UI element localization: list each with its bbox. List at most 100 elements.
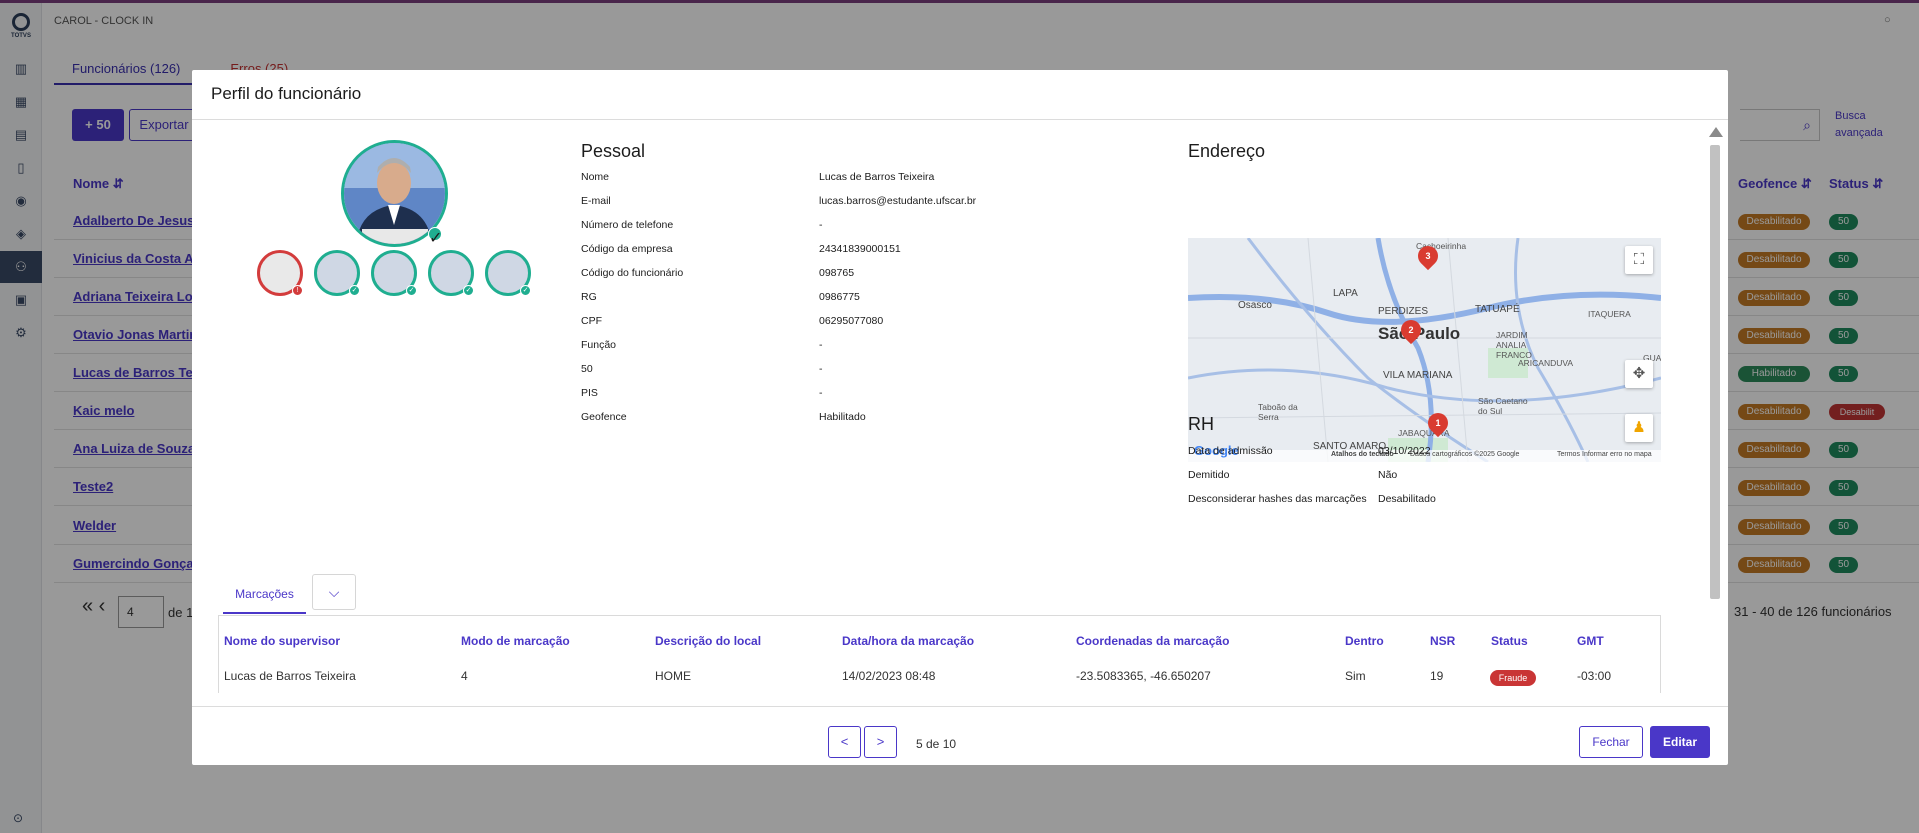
field-label: Código do funcionário <box>581 267 684 279</box>
scroll-thumb[interactable] <box>1710 145 1720 599</box>
column-name-header[interactable]: Nome ⇵ <box>73 176 124 191</box>
photo-thumb-2[interactable]: ✓ <box>314 250 360 296</box>
map-terms-link[interactable]: Termos <box>1557 451 1580 458</box>
lock-icon[interactable]: ▣ <box>14 292 28 307</box>
status-badge: 50 <box>1829 328 1858 344</box>
modal-scrollbar[interactable] <box>1708 127 1723 693</box>
map-shortcuts-link[interactable]: Atalhos do teclado <box>1331 451 1394 458</box>
chevron-down-icon[interactable]: ⌵ <box>312 574 356 610</box>
table-row-name[interactable]: Lucas de Barros Teixe <box>73 365 211 380</box>
photo-thumb-5[interactable]: ✓ <box>485 250 531 296</box>
hr-field-label: Desconsiderar hashes das marcações <box>1188 493 1367 505</box>
map-label: São Caetano do Sul <box>1478 396 1528 416</box>
table-header[interactable]: Modo de marcação <box>461 634 570 648</box>
table-cell: Sim <box>1345 669 1366 683</box>
photo-thumb-3[interactable]: ✓ <box>371 250 417 296</box>
edit-button[interactable]: Editar <box>1650 726 1710 758</box>
totvs-logo: TOTVS <box>9 13 33 39</box>
geofence-badge: Desabilitado <box>1738 290 1810 306</box>
table-row-name[interactable]: Otavio Jonas Martins <box>73 327 205 342</box>
tab-employees[interactable]: Funcionários (126) <box>54 53 199 85</box>
map-pin[interactable]: 1 <box>1423 408 1453 438</box>
search-input[interactable]: ⌕ <box>1740 109 1820 141</box>
column-status-header[interactable]: Status ⇵ <box>1829 176 1884 191</box>
check-icon: ✓ <box>349 285 360 296</box>
broadcast-icon[interactable]: ◉ <box>15 193 27 208</box>
book-icon[interactable]: ▤ <box>14 127 28 142</box>
user-icon[interactable]: ○ <box>1884 14 1891 26</box>
location-icon[interactable]: ◈ <box>16 226 26 241</box>
map-pin[interactable]: 2 <box>1396 315 1426 345</box>
map-pin[interactable]: 3 <box>1413 241 1443 271</box>
modal-header: Perfil do funcionário <box>192 70 1728 120</box>
table-row-name[interactable]: Kaic melo <box>73 403 135 418</box>
personal-section-title: Pessoal <box>581 141 646 161</box>
address-map[interactable]: Cachoeirinha Osasco LAPA PERDIZES TATUAP… <box>1188 238 1661 462</box>
field-label: 50 <box>581 363 593 375</box>
field-label: E-mail <box>581 195 611 207</box>
photo-thumb-4[interactable]: ✓ <box>428 250 474 296</box>
verified-check-icon: ✓ <box>428 227 442 247</box>
field-label: Código da empresa <box>581 243 673 255</box>
next-page-button[interactable]: > <box>864 726 897 758</box>
table-header[interactable]: Nome do supervisor <box>224 634 341 648</box>
field-value: 0986775 <box>819 291 860 303</box>
field-label: Nome <box>581 171 610 183</box>
table-cell: 4 <box>461 669 468 683</box>
mobile-icon[interactable]: ▯ <box>17 160 25 175</box>
table-row-name[interactable]: Vinicius da Costa And <box>73 251 210 266</box>
pager-input[interactable]: 4 <box>118 596 164 628</box>
table-header[interactable]: NSR <box>1430 634 1456 648</box>
geofence-badge: Desabilitado <box>1738 480 1810 496</box>
chart-icon[interactable]: ▥ <box>14 61 28 76</box>
settings-icon[interactable]: ⚙ <box>15 325 27 340</box>
employee-profile-modal: Perfil do funcionário ✓ ! ✓ ✓ ✓ ✓ Pessoa… <box>192 70 1728 765</box>
people-icon[interactable]: ⚇ <box>0 251 42 283</box>
building-icon[interactable]: ▦ <box>14 94 28 109</box>
table-header[interactable]: Descrição do local <box>655 634 762 648</box>
table-row-name[interactable]: Adalberto De Jesus L <box>73 213 206 228</box>
table-header[interactable]: Dentro <box>1345 634 1384 648</box>
hr-field-label: Demitido <box>1188 469 1230 481</box>
table-row-name[interactable]: Ana Luiza de Souza P <box>73 441 208 456</box>
expand-icon[interactable]: ⊙ <box>13 811 24 825</box>
field-value: lucas.barros@estudante.ufscar.br <box>819 195 977 207</box>
table-cell: -23.5083365, -46.650207 <box>1076 669 1211 683</box>
map-report-link[interactable]: Informar erro no mapa <box>1582 451 1652 458</box>
field-label: PIS <box>581 387 598 399</box>
status-badge: Desabilit <box>1829 404 1885 420</box>
add-button[interactable]: + 50 <box>72 109 124 141</box>
table-row-name[interactable]: Welder <box>73 518 117 533</box>
table-header[interactable]: Data/hora da marcação <box>842 634 975 648</box>
close-button[interactable]: Fechar <box>1579 726 1643 758</box>
map-data-credit: Dados cartográficos ©2025 Google <box>1410 451 1520 458</box>
search-icon: ⌕ <box>1803 117 1811 133</box>
pager-first-prev[interactable]: « ‹ <box>82 595 106 617</box>
table-header[interactable]: Status <box>1491 634 1528 648</box>
street-view-icon[interactable]: ♟ <box>1625 414 1653 442</box>
map-label: Taboão da Serra <box>1258 402 1298 422</box>
fullscreen-icon[interactable]: ⛶ <box>1625 246 1653 274</box>
prev-page-button[interactable]: < <box>828 726 861 758</box>
tab-markings[interactable]: Marcações <box>223 576 306 614</box>
map-label: VILA MARIANA <box>1383 370 1453 381</box>
scroll-up-icon[interactable] <box>1709 127 1723 137</box>
advanced-search-link[interactable]: Busca avançada <box>1835 110 1883 139</box>
table-row-name[interactable]: Teste2 <box>73 479 114 494</box>
table-cell: -03:00 <box>1577 669 1612 683</box>
table-header[interactable]: Coordenadas da marcação <box>1076 634 1230 648</box>
table-header[interactable]: GMT <box>1577 634 1604 648</box>
photo-thumb-1[interactable]: ! <box>257 250 303 296</box>
status-badge: 50 <box>1829 366 1858 382</box>
hr-field-value: Desabilitado <box>1378 493 1436 505</box>
map-pan-icon[interactable]: ✥ <box>1625 360 1653 388</box>
table-row-name[interactable]: Gumercindo Gonçalve <box>73 556 212 571</box>
modal-body: ✓ ! ✓ ✓ ✓ ✓ Pessoal Nome Lucas de Barros … <box>192 121 1728 693</box>
map-label: GUA <box>1643 353 1661 363</box>
field-label: Função <box>581 339 617 351</box>
map-label: JABAQUARA <box>1398 428 1450 438</box>
column-geofence-header[interactable]: Geofence ⇵ <box>1738 176 1812 191</box>
status-badge: 50 <box>1829 557 1858 573</box>
field-label: Geofence <box>581 411 627 423</box>
table-row-name[interactable]: Adriana Teixeira Lobo <box>73 289 209 304</box>
